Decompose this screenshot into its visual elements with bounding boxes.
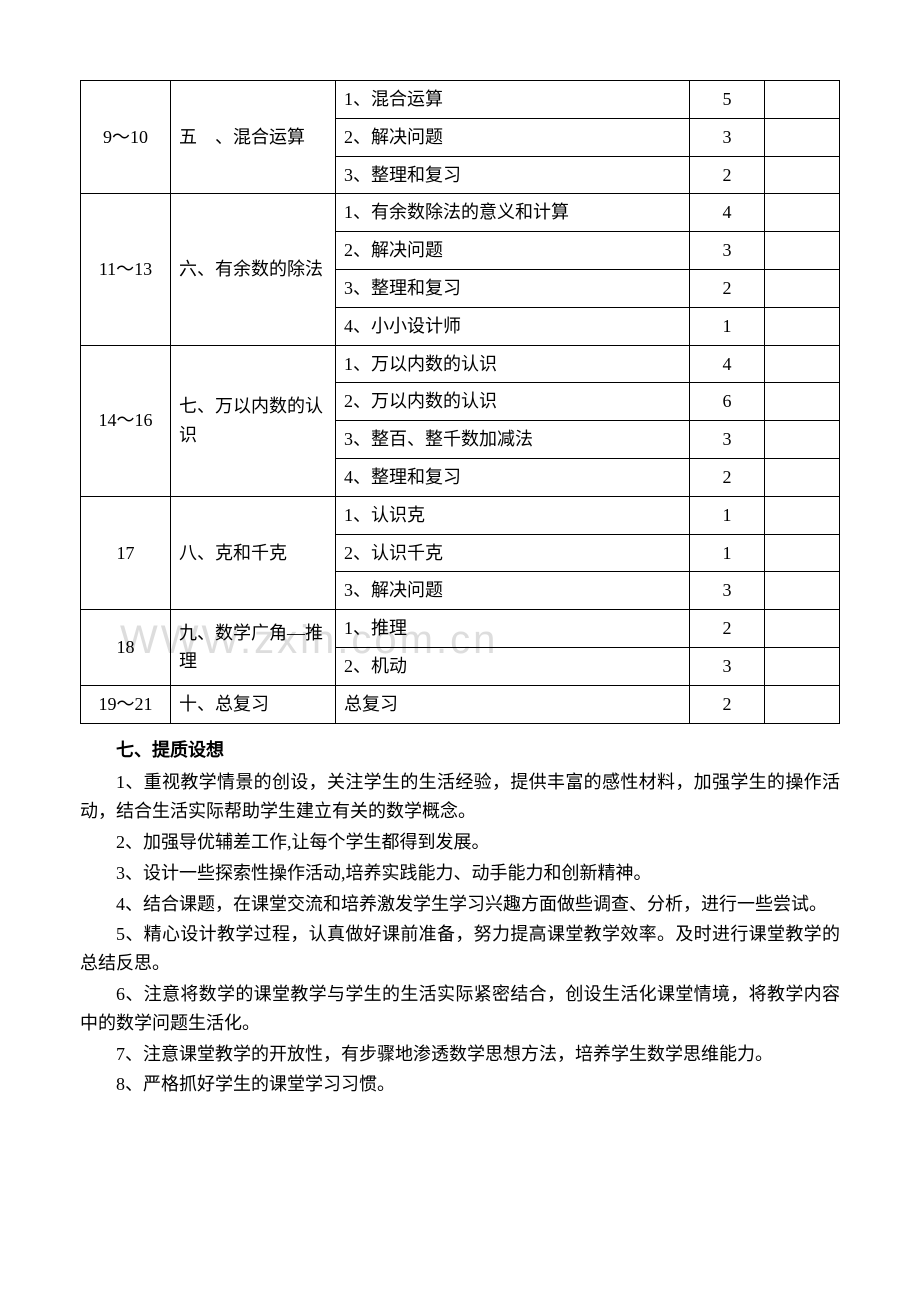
hours-cell: 3 xyxy=(690,647,765,685)
unit-cell: 五 、混合运算 xyxy=(171,81,336,194)
topic-cell: 3、解决问题 xyxy=(336,572,690,610)
body-paragraph: 3、设计一些探索性操作活动,培养实践能力、动手能力和创新精神。 xyxy=(80,859,840,888)
table-row: 19～21十、总复习总复习2 xyxy=(81,685,840,723)
note-cell xyxy=(765,345,840,383)
topic-cell: 1、混合运算 xyxy=(336,81,690,119)
unit-cell: 十、总复习 xyxy=(171,685,336,723)
hours-cell: 1 xyxy=(690,534,765,572)
body-paragraph: 6、注意将数学的课堂教学与学生的生活实际紧密结合，创设生活化课堂情境，将教学内容… xyxy=(80,980,840,1038)
topic-cell: 2、解决问题 xyxy=(336,118,690,156)
topic-cell: 3、整理和复习 xyxy=(336,269,690,307)
hours-cell: 1 xyxy=(690,496,765,534)
note-cell xyxy=(765,383,840,421)
hours-cell: 5 xyxy=(690,81,765,119)
topic-cell: 3、整理和复习 xyxy=(336,156,690,194)
hours-cell: 3 xyxy=(690,232,765,270)
topic-cell: 1、有余数除法的意义和计算 xyxy=(336,194,690,232)
week-cell: 11～13 xyxy=(81,194,171,345)
note-cell xyxy=(765,685,840,723)
section-title: 七、提质设想 xyxy=(80,736,840,765)
unit-cell: 八、克和千克 xyxy=(171,496,336,609)
topic-cell: 2、万以内数的认识 xyxy=(336,383,690,421)
note-cell xyxy=(765,534,840,572)
table-row: 18九、数学广角—推理1、推理2 xyxy=(81,610,840,648)
note-cell xyxy=(765,232,840,270)
hours-cell: 3 xyxy=(690,421,765,459)
body-paragraph: 5、精心设计教学过程，认真做好课前准备，努力提高课堂教学效率。及时进行课堂教学的… xyxy=(80,920,840,978)
hours-cell: 3 xyxy=(690,118,765,156)
topic-cell: 1、认识克 xyxy=(336,496,690,534)
week-cell: 14～16 xyxy=(81,345,171,496)
topic-cell: 2、解决问题 xyxy=(336,232,690,270)
body-paragraph: 1、重视教学情景的创设，关注学生的生活经验，提供丰富的感性材料，加强学生的操作活… xyxy=(80,768,840,826)
topic-cell: 总复习 xyxy=(336,685,690,723)
note-cell xyxy=(765,458,840,496)
hours-cell: 2 xyxy=(690,156,765,194)
hours-cell: 2 xyxy=(690,269,765,307)
topic-cell: 1、推理 xyxy=(336,610,690,648)
unit-cell: 七、万以内数的认识 xyxy=(171,345,336,496)
unit-cell: 九、数学广角—推理 xyxy=(171,610,336,686)
hours-cell: 6 xyxy=(690,383,765,421)
hours-cell: 2 xyxy=(690,685,765,723)
table-row: 9～10五 、混合运算1、混合运算5 xyxy=(81,81,840,119)
note-cell xyxy=(765,156,840,194)
unit-cell: 六、有余数的除法 xyxy=(171,194,336,345)
note-cell xyxy=(765,269,840,307)
hours-cell: 4 xyxy=(690,194,765,232)
topic-cell: 4、小小设计师 xyxy=(336,307,690,345)
note-cell xyxy=(765,421,840,459)
note-cell xyxy=(765,81,840,119)
table-row: 11～13六、有余数的除法1、有余数除法的意义和计算4 xyxy=(81,194,840,232)
hours-cell: 1 xyxy=(690,307,765,345)
hours-cell: 3 xyxy=(690,572,765,610)
note-cell xyxy=(765,647,840,685)
note-cell xyxy=(765,118,840,156)
table-row: 14～16七、万以内数的认识1、万以内数的认识4 xyxy=(81,345,840,383)
topic-cell: 3、整百、整千数加减法 xyxy=(336,421,690,459)
week-cell: 17 xyxy=(81,496,171,609)
body-paragraph: 7、注意课堂教学的开放性，有步骤地渗透数学思想方法，培养学生数学思维能力。 xyxy=(80,1040,840,1069)
week-cell: 18 xyxy=(81,610,171,686)
note-cell xyxy=(765,307,840,345)
note-cell xyxy=(765,496,840,534)
body-paragraph: 4、结合课题，在课堂交流和培养激发学生学习兴趣方面做些调查、分析，进行一些尝试。 xyxy=(80,890,840,919)
hours-cell: 2 xyxy=(690,458,765,496)
note-cell xyxy=(765,610,840,648)
schedule-table: 9～10五 、混合运算1、混合运算52、解决问题33、整理和复习211～13六、… xyxy=(80,80,840,724)
note-cell xyxy=(765,572,840,610)
note-cell xyxy=(765,194,840,232)
week-cell: 19～21 xyxy=(81,685,171,723)
topic-cell: 2、机动 xyxy=(336,647,690,685)
topic-cell: 4、整理和复习 xyxy=(336,458,690,496)
body-paragraph: 2、加强导优辅差工作,让每个学生都得到发展。 xyxy=(80,828,840,857)
hours-cell: 4 xyxy=(690,345,765,383)
topic-cell: 2、认识千克 xyxy=(336,534,690,572)
table-row: 17八、克和千克1、认识克1 xyxy=(81,496,840,534)
topic-cell: 1、万以内数的认识 xyxy=(336,345,690,383)
hours-cell: 2 xyxy=(690,610,765,648)
week-cell: 9～10 xyxy=(81,81,171,194)
body-paragraph: 8、严格抓好学生的课堂学习习惯。 xyxy=(80,1070,840,1099)
